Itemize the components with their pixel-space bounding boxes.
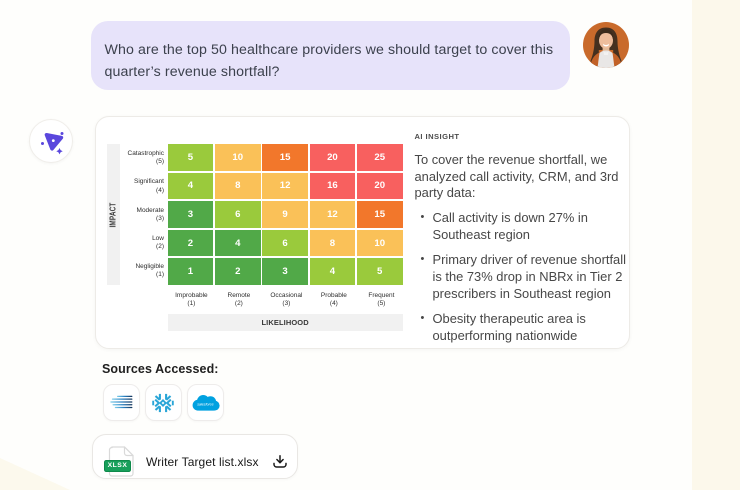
svg-text:salesforce: salesforce [197, 402, 213, 406]
